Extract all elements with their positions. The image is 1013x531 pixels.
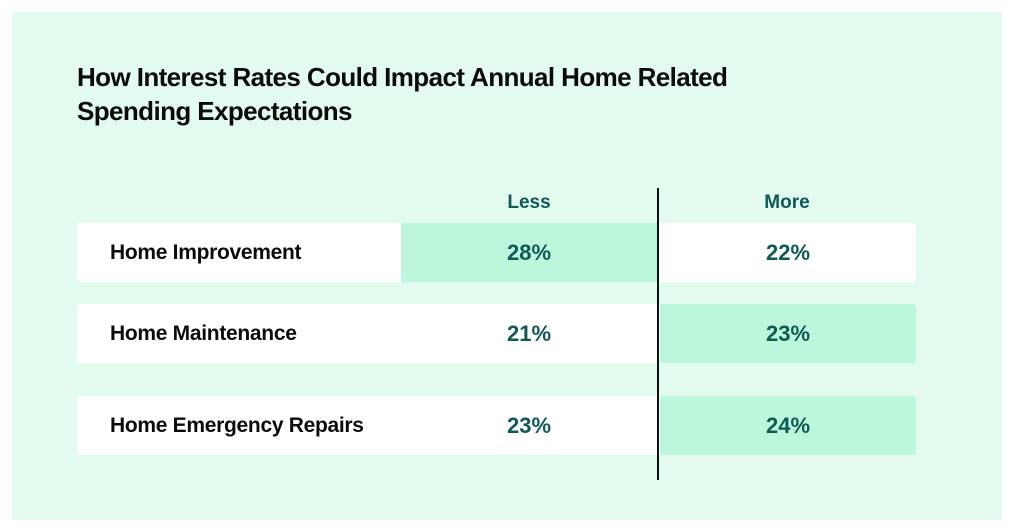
table-row-home-emergency-repairs: Home Emergency Repairs 23% 24%: [77, 396, 916, 455]
cell-more: 22%: [765, 240, 811, 265]
column-header-less: Less: [507, 192, 551, 213]
column-header-more: More: [764, 192, 810, 213]
row-label: Home Emergency Repairs: [110, 414, 364, 437]
table-row-home-improvement: Home Improvement 28% 22%: [77, 223, 916, 282]
table-row-home-maintenance: Home Maintenance 21% 23%: [77, 304, 916, 363]
row-label: Home Maintenance: [110, 322, 297, 345]
cell-less: 28%: [401, 223, 657, 282]
column-divider: [657, 188, 659, 480]
chart-title: How Interest Rates Could Impact Annual H…: [77, 62, 728, 126]
cell-less: 21%: [506, 321, 552, 346]
cell-more: 23%: [660, 304, 916, 363]
row-label: Home Improvement: [110, 241, 302, 264]
cell-less: 23%: [506, 413, 552, 438]
cell-more: 24%: [660, 396, 916, 455]
